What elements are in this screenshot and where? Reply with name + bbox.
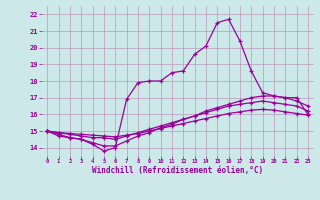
X-axis label: Windchill (Refroidissement éolien,°C): Windchill (Refroidissement éolien,°C): [92, 166, 263, 175]
